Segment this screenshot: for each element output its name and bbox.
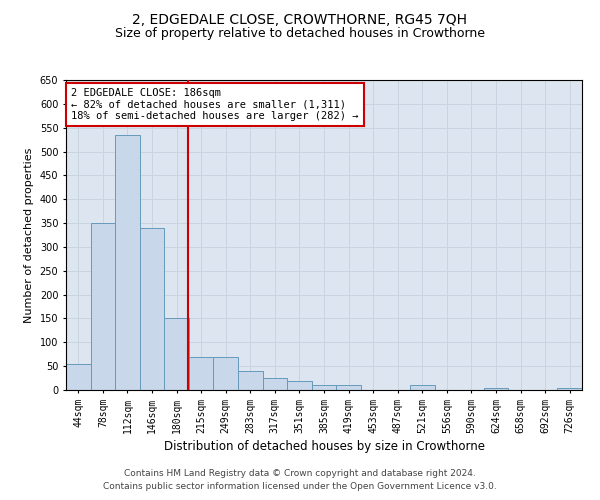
- Bar: [410, 385, 434, 390]
- Bar: [91, 223, 115, 390]
- Text: Size of property relative to detached houses in Crowthorne: Size of property relative to detached ho…: [115, 28, 485, 40]
- Bar: [189, 356, 214, 390]
- Bar: [336, 385, 361, 390]
- Text: 2 EDGEDALE CLOSE: 186sqm
← 82% of detached houses are smaller (1,311)
18% of sem: 2 EDGEDALE CLOSE: 186sqm ← 82% of detach…: [71, 88, 359, 121]
- Bar: [66, 364, 91, 390]
- Y-axis label: Number of detached properties: Number of detached properties: [24, 148, 34, 322]
- Text: Contains public sector information licensed under the Open Government Licence v3: Contains public sector information licen…: [103, 482, 497, 491]
- Bar: [164, 318, 189, 390]
- Bar: [484, 388, 508, 390]
- Bar: [238, 371, 263, 390]
- X-axis label: Distribution of detached houses by size in Crowthorne: Distribution of detached houses by size …: [163, 440, 485, 453]
- Bar: [287, 382, 312, 390]
- Bar: [214, 356, 238, 390]
- Bar: [557, 388, 582, 390]
- Bar: [263, 378, 287, 390]
- Bar: [140, 228, 164, 390]
- Bar: [312, 385, 336, 390]
- Bar: [115, 135, 140, 390]
- Text: 2, EDGEDALE CLOSE, CROWTHORNE, RG45 7QH: 2, EDGEDALE CLOSE, CROWTHORNE, RG45 7QH: [133, 12, 467, 26]
- Text: Contains HM Land Registry data © Crown copyright and database right 2024.: Contains HM Land Registry data © Crown c…: [124, 468, 476, 477]
